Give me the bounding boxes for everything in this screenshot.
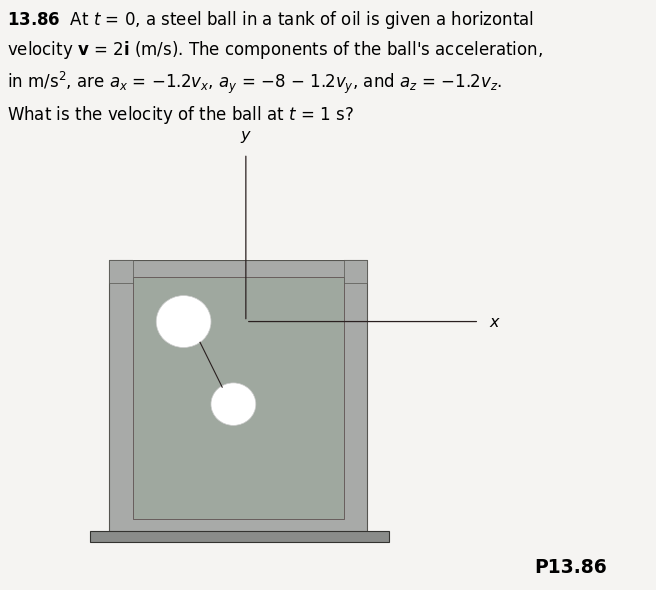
Bar	[109, 260, 367, 534]
Bar	[133, 234, 344, 260]
Circle shape	[156, 296, 211, 348]
Bar	[109, 260, 133, 283]
Bar	[133, 277, 344, 519]
Bar	[91, 531, 389, 542]
Text: $y$: $y$	[241, 129, 253, 145]
Text: $x$: $x$	[489, 315, 501, 330]
Text: $\bf{13.86}$  At $t$ = 0, a steel ball in a tank of oil is given a horizontal
ve: $\bf{13.86}$ At $t$ = 0, a steel ball in…	[7, 9, 543, 126]
Circle shape	[211, 383, 256, 425]
Text: P13.86: P13.86	[534, 558, 607, 577]
Bar	[344, 260, 367, 283]
